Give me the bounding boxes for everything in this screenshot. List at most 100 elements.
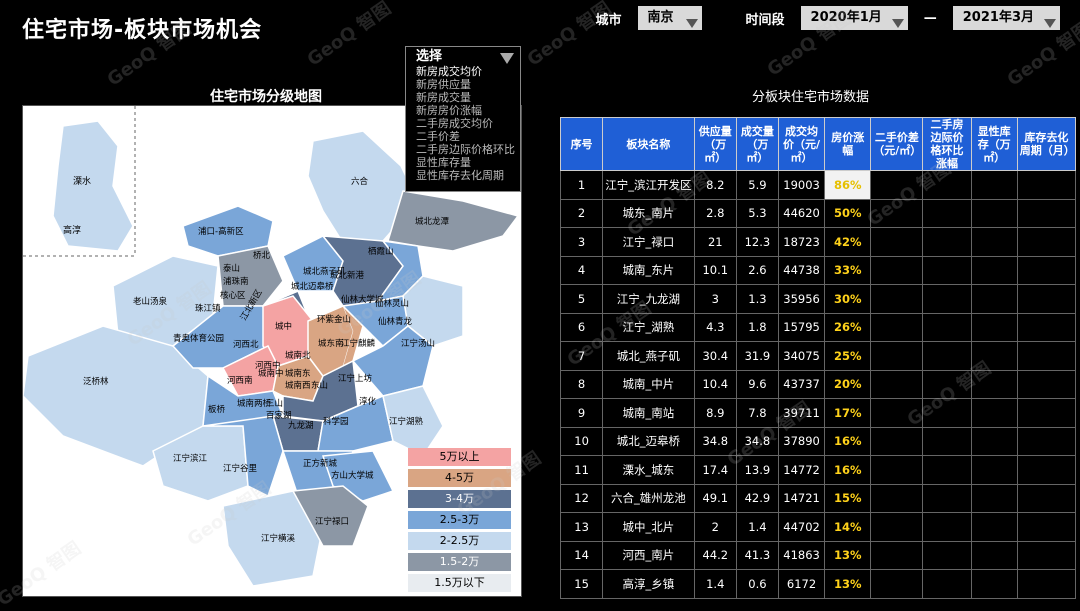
table-cell: 4.3 xyxy=(693,312,737,342)
table-cell: 49.1 xyxy=(693,483,737,513)
table-row[interactable]: 8 城南_中片 10.4 9.6 43737 20% xyxy=(559,369,1077,399)
table-row[interactable]: 7 城北_燕子矶 30.4 31.9 34075 25% xyxy=(559,341,1077,371)
empty-cell xyxy=(1016,284,1077,314)
price-rise-cell: 16% xyxy=(824,426,872,456)
table-row[interactable]: 13 城中_北片 2 1.4 44702 14% xyxy=(559,512,1077,542)
table-cell: 39711 xyxy=(777,398,826,428)
empty-cell xyxy=(922,341,972,371)
district-label: 青奥体育公园 xyxy=(173,333,224,344)
empty-cell xyxy=(922,540,972,570)
table-row[interactable]: 3 江宁_禄口 21 12.3 18723 42% xyxy=(559,227,1077,257)
table-row[interactable]: 10 城北_迈皋桥 34.8 34.8 37890 16% xyxy=(559,426,1077,456)
district-label: 泰山 xyxy=(223,263,240,274)
empty-cell xyxy=(922,569,972,599)
district-label: 老山汤泉 xyxy=(133,296,168,307)
metric-option[interactable]: 二手房成交均价 xyxy=(416,117,493,130)
metric-option[interactable]: 二手房边际价格环比 xyxy=(416,143,515,156)
table-cell: 2.8 xyxy=(693,198,737,228)
start-date-value: 2020年1月 xyxy=(810,10,882,25)
table-cell: 19003 xyxy=(777,170,826,200)
district-label: 浦珠南 xyxy=(223,276,249,287)
district-label: 仙林大学城 xyxy=(341,294,384,305)
empty-cell xyxy=(970,455,1018,485)
table-cell: 9 xyxy=(559,398,604,428)
district-name-cell: 城中_北片 xyxy=(602,512,695,542)
empty-cell xyxy=(970,369,1018,399)
table-cell: 44620 xyxy=(777,198,826,228)
table-row[interactable]: 5 江宁_九龙湖 3 1.3 35956 30% xyxy=(559,284,1077,314)
district-label: 城南两桥 xyxy=(237,398,272,409)
watermark: GeoQ 智图 xyxy=(303,0,396,71)
district-label: 江宁谷里 xyxy=(223,463,258,474)
table-row[interactable]: 4 城南_东片 10.1 2.6 44738 33% xyxy=(559,255,1077,285)
empty-cell xyxy=(970,227,1018,257)
price-rise-cell: 14% xyxy=(824,512,872,542)
table-header-cell: 二手房边际价格环比涨幅 xyxy=(922,117,972,171)
price-rise-cell: 26% xyxy=(824,312,872,342)
empty-cell xyxy=(922,170,972,200)
empty-cell xyxy=(870,255,924,285)
end-date-value: 2021年3月 xyxy=(962,10,1034,25)
table-cell: 42.9 xyxy=(735,483,779,513)
empty-cell xyxy=(922,255,972,285)
empty-cell xyxy=(1016,455,1077,485)
district-label: 仙林青龙 xyxy=(378,316,413,327)
price-rise-cell: 16% xyxy=(824,455,872,485)
district-label: 江宁汤山 xyxy=(401,338,435,349)
metric-option[interactable]: 显性库存量 xyxy=(416,156,471,169)
table-row[interactable]: 1 江宁_滨江开发区 8.2 5.9 19003 86% xyxy=(559,170,1077,200)
metric-option[interactable]: 新房成交量 xyxy=(416,91,471,104)
start-date-select[interactable]: 2020年1月 xyxy=(800,6,908,30)
table-cell: 2.6 xyxy=(735,255,779,285)
table-cell: 14 xyxy=(559,540,604,570)
metric-option[interactable]: 显性库存去化周期 xyxy=(416,169,504,182)
table-row[interactable]: 6 江宁_湖熟 4.3 1.8 15795 26% xyxy=(559,312,1077,342)
metric-option[interactable]: 新房供应量 xyxy=(416,78,471,91)
empty-cell xyxy=(922,284,972,314)
table-cell: 14721 xyxy=(777,483,826,513)
table-row[interactable]: 11 溧水_城东 17.4 13.9 14772 16% xyxy=(559,455,1077,485)
district-label: 城北新港 xyxy=(330,270,365,281)
empty-cell xyxy=(970,398,1018,428)
empty-cell xyxy=(970,255,1018,285)
empty-cell xyxy=(970,170,1018,200)
district-name-cell: 溧水_城东 xyxy=(602,455,695,485)
table-cell: 1.4 xyxy=(735,512,779,542)
table-header-cell: 板块名称 xyxy=(602,117,695,171)
empty-cell xyxy=(970,198,1018,228)
district-label: 百家湖 xyxy=(266,410,292,421)
city-select[interactable]: 南京 xyxy=(637,6,702,30)
district-label: 珠江镇 xyxy=(195,303,221,314)
empty-cell xyxy=(922,455,972,485)
price-rise-cell: 25% xyxy=(824,341,872,371)
table-row[interactable]: 9 城南_南站 8.9 7.8 39711 17% xyxy=(559,398,1077,428)
chevron-down-icon xyxy=(1044,19,1056,28)
metric-option[interactable]: 新房房价涨幅 xyxy=(416,104,482,117)
district-label: 城南北 xyxy=(285,350,311,361)
district-label: 环紫金山 xyxy=(317,314,351,325)
table-cell: 3 xyxy=(559,227,604,257)
table-cell: 41.3 xyxy=(735,540,779,570)
metric-select-panel[interactable]: 选择 新房成交均价 新房供应量 新房成交量 新房房价涨幅 二手房成交均价 二手价差 二手房边… xyxy=(405,46,521,192)
district-name-cell: 江宁_滨江开发区 xyxy=(602,170,695,200)
table-row[interactable]: 14 河西_南片 44.2 41.3 41863 13% xyxy=(559,540,1077,570)
table-row[interactable]: 12 六合_雄州龙池 49.1 42.9 14721 15% xyxy=(559,483,1077,513)
district-name-cell: 江宁_九龙湖 xyxy=(602,284,695,314)
table-row[interactable]: 2 城东_南片 2.8 5.3 44620 50% xyxy=(559,198,1077,228)
district-label: 城北龙潭 xyxy=(415,216,450,227)
table-cell: 13.9 xyxy=(735,455,779,485)
period-label: 时间段 xyxy=(745,12,785,28)
metric-option[interactable]: 新房成交均价 xyxy=(416,65,482,78)
district-name-cell: 城南_东片 xyxy=(602,255,695,285)
chevron-down-icon[interactable] xyxy=(500,53,514,64)
empty-cell xyxy=(922,369,972,399)
district-name-cell: 城东_南片 xyxy=(602,198,695,228)
table-row[interactable]: 15 高淳_乡镇 1.4 0.6 6172 13% xyxy=(559,569,1077,599)
end-date-select[interactable]: 2021年3月 xyxy=(952,6,1060,30)
table-cell: 44702 xyxy=(777,512,826,542)
table-cell: 1.8 xyxy=(735,312,779,342)
metric-option[interactable]: 二手价差 xyxy=(416,130,460,143)
table-cell: 5.3 xyxy=(735,198,779,228)
district-label: 方山大学城 xyxy=(331,470,374,481)
